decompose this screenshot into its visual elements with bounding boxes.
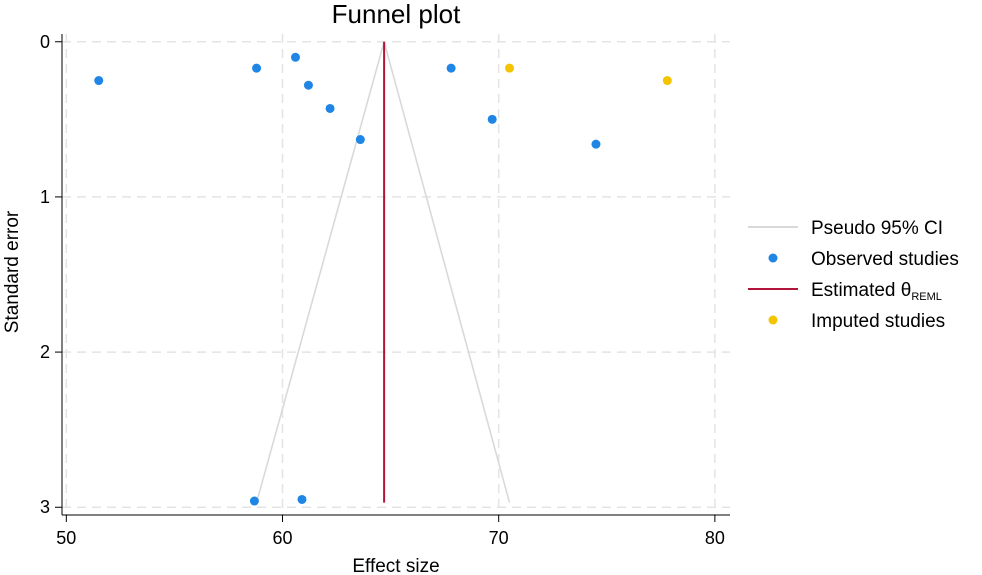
legend-label: Pseudo 95% CI (811, 218, 943, 239)
observed-studies-point (325, 103, 335, 113)
observed-studies-point (94, 76, 104, 86)
imputed-studies-point (662, 76, 672, 86)
y-axis-ticks: 0 1 2 3 (40, 32, 62, 517)
observed-studies-point (303, 80, 313, 90)
imputed-studies-point (504, 63, 514, 73)
x-tick-label: 70 (489, 528, 509, 548)
y-tick-label: 3 (40, 497, 50, 517)
y-tick-label: 0 (40, 32, 50, 52)
y-axis-label: Standard error (2, 210, 23, 333)
legend: Pseudo 95% CI Observed studies Estimated θ… (748, 218, 959, 332)
x-axis-ticks: 50 60 70 80 (56, 515, 725, 548)
legend-label: Observed studies (811, 249, 959, 270)
pseudo-ci-left-line (255, 41, 385, 503)
legend-label: Imputed studies (811, 311, 945, 332)
pseudo-ci-lines (255, 41, 511, 503)
x-axis-label: Effect size (352, 556, 439, 575)
y-tick-label: 1 (40, 187, 50, 207)
pseudo-ci-right-line (383, 41, 511, 503)
legend-label-subscript: REML (911, 291, 942, 303)
axes (61, 34, 730, 516)
legend-dot-symbol (768, 253, 778, 263)
legend-dot-symbol (768, 315, 778, 325)
observed-studies-point (290, 52, 300, 62)
y-tick-label: 2 (40, 342, 50, 362)
observed-studies-point (487, 114, 497, 124)
observed-studies-point (249, 496, 259, 506)
observed-studies-point (591, 139, 601, 149)
x-tick-label: 60 (272, 528, 292, 548)
x-tick-label: 50 (56, 528, 76, 548)
chart-title: Funnel plot (332, 0, 461, 29)
study-points (94, 52, 672, 506)
grid-lines (62, 34, 730, 515)
legend-label: Estimated θREML (811, 280, 942, 303)
x-tick-label: 80 (705, 528, 725, 548)
observed-studies-point (446, 63, 456, 73)
observed-studies-point (297, 494, 307, 504)
observed-studies-point (252, 63, 262, 73)
observed-studies-point (355, 135, 365, 145)
